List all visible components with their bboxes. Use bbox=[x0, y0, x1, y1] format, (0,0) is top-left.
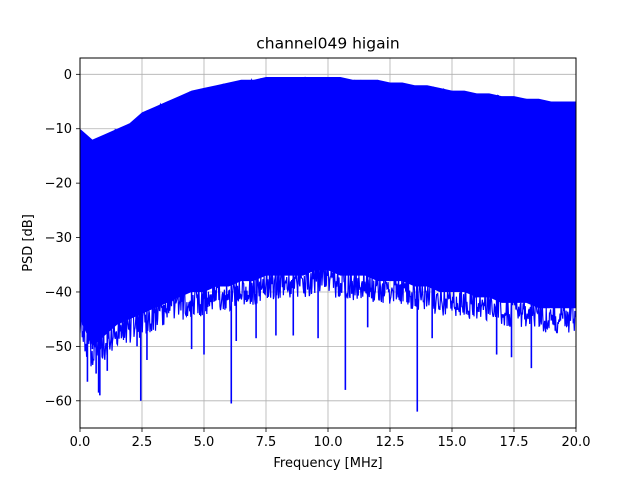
y-tick-label: −20 bbox=[45, 177, 72, 192]
chart-title: channel049 higain bbox=[256, 35, 399, 53]
x-tick-label: 10.0 bbox=[314, 435, 343, 450]
psd-band bbox=[80, 77, 576, 347]
psd-upper-edge bbox=[80, 76, 576, 158]
x-tick-label: 12.5 bbox=[376, 435, 405, 450]
psd-lower-edge bbox=[80, 262, 576, 367]
x-tick-label: 5.0 bbox=[194, 435, 215, 450]
x-tick-label: 15.0 bbox=[438, 435, 467, 450]
y-tick-label: −40 bbox=[45, 285, 72, 300]
y-tick-label: −60 bbox=[45, 394, 72, 409]
y-tick-label: −10 bbox=[45, 122, 72, 137]
y-axis: 0 −10 −20 −30 −40 −50 −60 bbox=[45, 68, 80, 409]
x-tick-label: 2.5 bbox=[132, 435, 153, 450]
y-tick-label: −30 bbox=[45, 231, 72, 246]
y-axis-label: PSD [dB] bbox=[21, 214, 36, 272]
x-tick-label: 17.5 bbox=[500, 435, 529, 450]
x-axis: 0.0 2.5 5.0 7.5 10.0 12.5 15.0 17.5 20.0 bbox=[70, 428, 591, 450]
y-tick-label: 0 bbox=[64, 68, 72, 83]
y-tick-label: −50 bbox=[45, 340, 72, 355]
x-tick-label: 7.5 bbox=[256, 435, 277, 450]
x-tick-label: 20.0 bbox=[562, 435, 591, 450]
x-axis-label: Frequency [MHz] bbox=[273, 456, 382, 471]
psd-series bbox=[80, 76, 576, 412]
x-tick-label: 0.0 bbox=[70, 435, 91, 450]
